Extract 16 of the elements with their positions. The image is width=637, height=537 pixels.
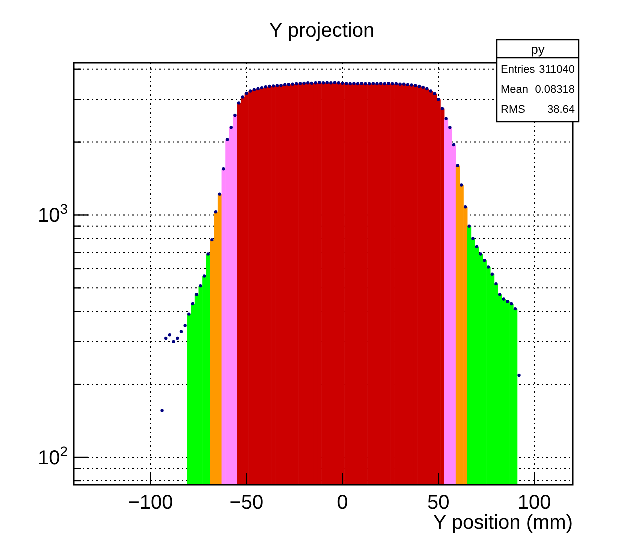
annotation: 311040: [539, 64, 575, 76]
x-tick-label: 0: [337, 492, 348, 514]
x-axis-title: Y position (mm): [433, 512, 573, 534]
annotation: RMS: [501, 104, 526, 116]
x-tick-label: −100: [128, 492, 174, 514]
annotation: 38.64: [547, 104, 575, 116]
chart-title: Y projection: [269, 20, 375, 42]
annotation: 0.08318: [535, 84, 575, 96]
text: py: [531, 42, 546, 57]
annotation: Entries: [501, 64, 536, 76]
x-tick-label: 100: [518, 492, 552, 514]
y-tick-label: 10$^{3}$: [38, 201, 68, 228]
annotation: Mean: [501, 84, 529, 96]
x-tick-label: −50: [230, 492, 264, 514]
y-tick-label: 10$^{2}$: [38, 444, 68, 470]
x-tick-label: 50: [428, 492, 450, 514]
